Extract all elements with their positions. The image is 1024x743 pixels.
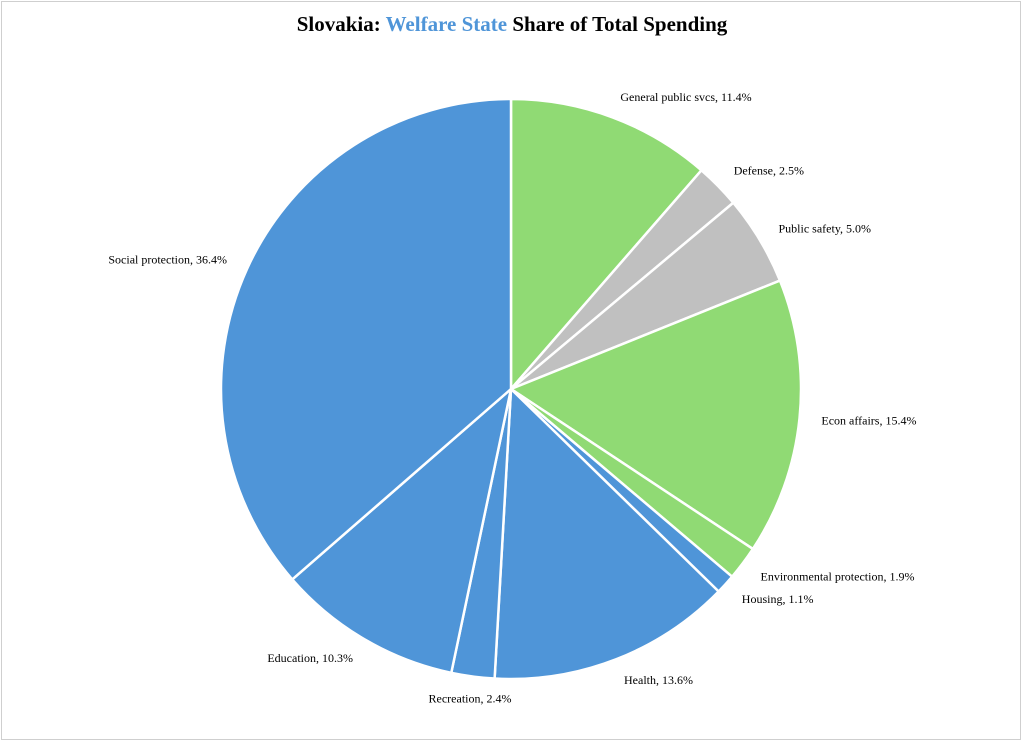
pie-slice-econ-affairs xyxy=(509,279,803,551)
slice-label-recreation: Recreation, 2.4% xyxy=(429,691,512,705)
slice-label-econ-affairs: Econ affairs, 15.4% xyxy=(821,413,916,427)
title-highlight: Welfare State xyxy=(385,12,508,36)
pie-slice-social-protection xyxy=(219,97,513,581)
slice-label-health: Health, 13.6% xyxy=(624,673,693,687)
slice-label-general-public-svcs: General public svcs, 11.4% xyxy=(620,90,751,104)
pie-slice-general-public-svcs xyxy=(509,97,703,391)
pie-slice-education xyxy=(291,387,513,675)
slice-label-education: Education, 10.3% xyxy=(267,651,353,665)
slice-label-defense: Defense, 2.5% xyxy=(734,164,804,178)
slice-label-environmental-protection: Environmental protection, 1.9% xyxy=(761,569,915,583)
slice-label-housing: Housing, 1.1% xyxy=(742,592,814,606)
slice-labels: General public svcs, 11.4% Defense, 2.5% P… xyxy=(108,90,916,705)
slice-label-public-safety: Public safety, 5.0% xyxy=(779,222,872,236)
slice-label-social-protection: Social protection, 36.4% xyxy=(108,253,227,267)
pie-slice-health xyxy=(493,387,720,681)
title-prefix: Slovakia: xyxy=(296,12,386,36)
pie-slices xyxy=(219,97,803,681)
chart-title: Slovakia: Welfare State Share of Total S… xyxy=(0,12,1024,37)
title-suffix: Share of Total Spending xyxy=(507,12,728,36)
